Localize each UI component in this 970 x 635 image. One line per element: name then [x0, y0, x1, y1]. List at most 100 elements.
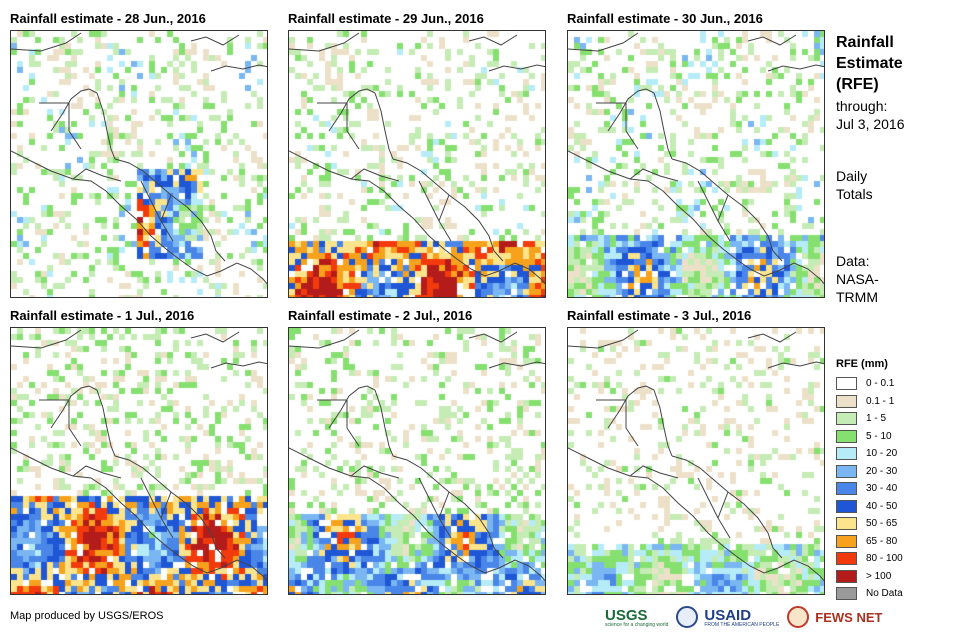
- legend-label: 80 - 100: [866, 553, 903, 564]
- legend-swatch: [836, 499, 857, 513]
- legend-swatch: [836, 429, 857, 443]
- rainfall-map-30-jun: [567, 30, 825, 298]
- daily-totals-label: Daily Totals: [836, 167, 873, 203]
- legend-label: > 100: [866, 570, 892, 582]
- legend-label: 50 - 65: [866, 518, 898, 529]
- coastline: [653, 92, 673, 160]
- coastline: [11, 447, 267, 582]
- coastline: [671, 158, 783, 262]
- legend-swatch: [836, 464, 857, 478]
- legend-item: 30 - 40: [836, 480, 897, 497]
- panel-title-5: Rainfall estimate - 2 Jul., 2016: [288, 308, 473, 323]
- rainfall-map-2-jul: [288, 327, 546, 595]
- coastline: [374, 92, 394, 160]
- rainfall-raster: [289, 31, 545, 297]
- coastline: [392, 455, 504, 559]
- coastline: [607, 88, 655, 132]
- legend-label: 30 - 40: [866, 483, 898, 494]
- rainfall-raster: [568, 31, 824, 297]
- legend-swatch: [836, 517, 857, 530]
- coastline: [671, 455, 783, 559]
- legend-swatch: [836, 534, 857, 548]
- data-source-line-3: TRMM: [836, 289, 878, 305]
- legend-swatch: [836, 377, 857, 390]
- coastline: [392, 158, 504, 262]
- coastline: [568, 32, 639, 52]
- coastline: [488, 361, 545, 369]
- coastline: [697, 180, 731, 242]
- coastline: [289, 329, 360, 349]
- legend-swatch: [836, 569, 857, 583]
- panel-title-2: Rainfall estimate - 29 Jun., 2016: [288, 11, 484, 26]
- legend-item: 10 - 20: [836, 445, 897, 462]
- rainfall-raster: [11, 31, 267, 297]
- fews-net-logo: FEWS NET: [815, 610, 882, 625]
- coastline-overlay: [568, 32, 824, 285]
- legend-label: 20 - 30: [866, 465, 898, 477]
- data-source-line-2: NASA-: [836, 271, 879, 287]
- map-title-line-2: Estimate: [836, 55, 903, 72]
- coastline: [418, 180, 452, 242]
- coastline: [11, 150, 267, 285]
- panel-title-1: Rainfall estimate - 28 Jun., 2016: [10, 11, 206, 26]
- usaid-seal-icon: [676, 606, 699, 628]
- legend-item: 0 - 0.1: [836, 375, 894, 392]
- coastline: [289, 150, 545, 285]
- coastline: [767, 64, 824, 72]
- legend-label: 65 - 80: [866, 535, 898, 547]
- usgs-logo: USGS science for a changing world: [605, 607, 668, 628]
- coastline: [374, 389, 394, 457]
- legend-swatch: [836, 552, 857, 565]
- legend-item: 40 - 50: [836, 498, 897, 515]
- panel-title-3: Rainfall estimate - 30 Jun., 2016: [567, 11, 763, 26]
- coastline: [96, 92, 116, 160]
- legend-label: 0 - 0.1: [866, 378, 895, 389]
- legend-label: 5 - 10: [866, 430, 892, 442]
- coastline: [190, 34, 240, 46]
- usgs-logo-text: USGS: [605, 606, 648, 624]
- legend-item: 20 - 30: [836, 463, 897, 480]
- coastline: [317, 102, 400, 182]
- coastline: [468, 331, 518, 343]
- coastline: [767, 361, 824, 369]
- coastline: [39, 102, 122, 182]
- rainfall-raster: [289, 328, 545, 594]
- legend-swatch: [836, 587, 857, 600]
- coastline: [289, 447, 545, 582]
- rainfall-raster: [11, 328, 267, 594]
- legend-item: 80 - 100: [836, 550, 903, 567]
- coastline: [96, 389, 116, 457]
- coastline: [607, 385, 655, 429]
- coastline: [596, 102, 679, 182]
- coastline: [418, 477, 452, 539]
- map-title: Rainfall Estimate (RFE): [836, 32, 903, 95]
- legend-label: 40 - 50: [866, 500, 898, 512]
- rainfall-map-29-jun: [288, 30, 546, 298]
- coastline: [568, 329, 639, 349]
- coastline: [39, 399, 122, 479]
- legend-label: No Data: [866, 588, 903, 599]
- fews-globe-icon: [787, 606, 810, 628]
- coastline: [210, 64, 267, 72]
- coastline: [210, 361, 267, 369]
- daily-totals-line-2: Totals: [836, 186, 873, 202]
- coastline: [114, 455, 226, 559]
- coastline: [328, 88, 376, 132]
- legend-label: 1 - 5: [866, 413, 887, 424]
- coastline: [114, 158, 226, 262]
- legend-item: > 100: [836, 568, 891, 585]
- legend-swatch: [836, 482, 857, 495]
- coastline-overlay: [289, 329, 545, 582]
- rainfall-map-1-jul: [10, 327, 268, 595]
- coastline: [11, 329, 82, 349]
- coastline: [11, 32, 82, 52]
- through-label: through:: [836, 98, 888, 114]
- legend-item: 65 - 80: [836, 533, 897, 550]
- legend-item: No Data: [836, 585, 903, 602]
- legend-item: 50 - 65: [836, 515, 897, 532]
- daily-totals-line-1: Daily: [836, 168, 868, 184]
- map-title-line-3: (RFE): [836, 76, 879, 93]
- coastline: [747, 34, 797, 46]
- coastline: [289, 32, 360, 52]
- coastline: [653, 389, 673, 457]
